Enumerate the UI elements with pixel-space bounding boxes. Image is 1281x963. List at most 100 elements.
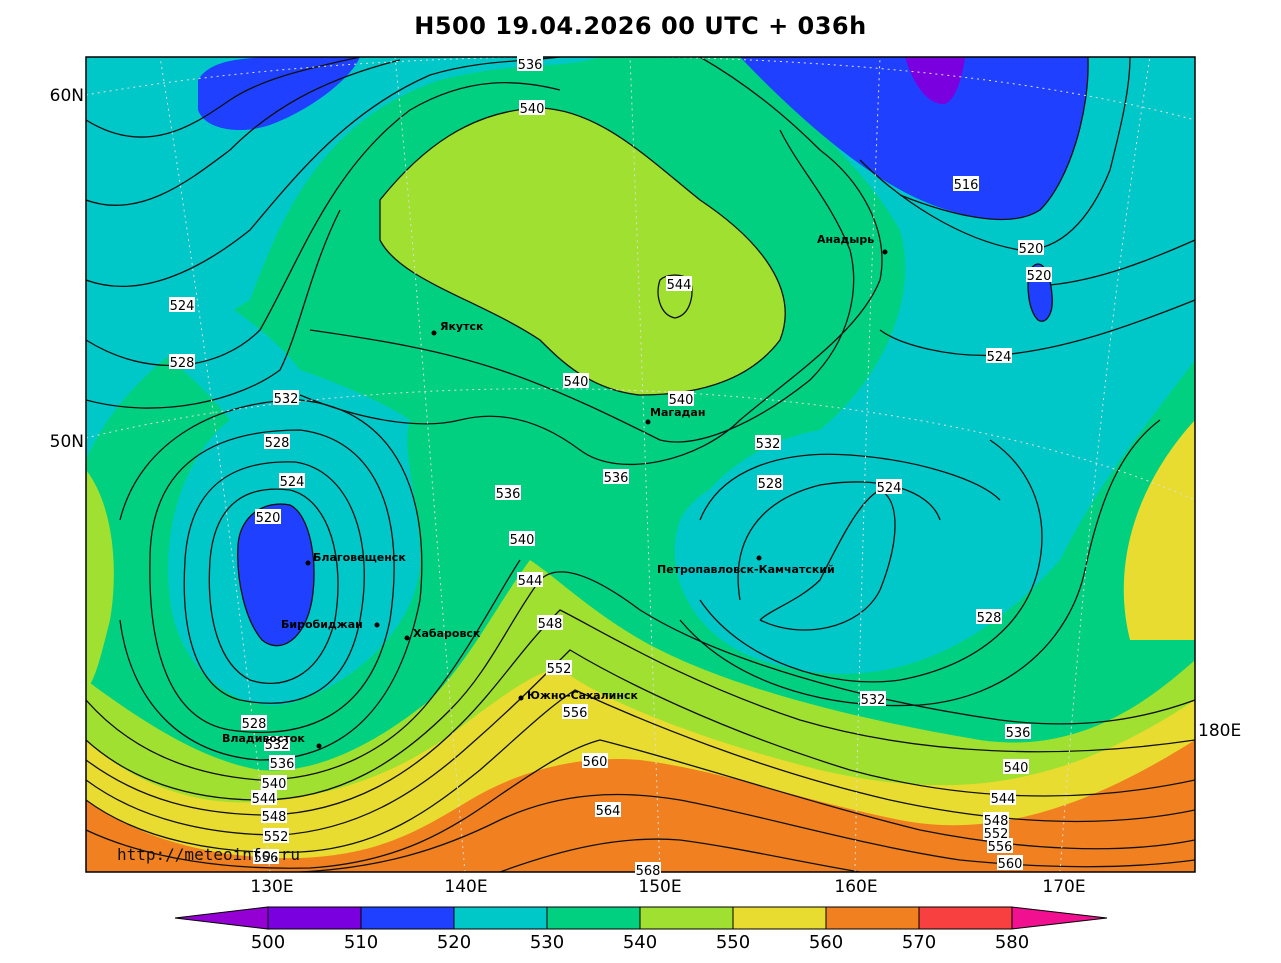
contour-label: 528: [241, 715, 267, 732]
city-markers: Якутск Магадан Анадырь Благовещенск Биро…: [222, 233, 888, 749]
svg-text:548: 548: [262, 810, 287, 825]
contour-label: 524: [986, 348, 1012, 365]
svg-text:524: 524: [987, 350, 1012, 365]
svg-text:564: 564: [596, 804, 621, 819]
city-dot-magadan: [645, 419, 651, 425]
contour-label: 524: [876, 479, 902, 496]
svg-text:524: 524: [170, 299, 195, 314]
svg-text:544: 544: [991, 792, 1016, 807]
colorbar-tick-label: 530: [530, 932, 564, 953]
city-label-vladivostok: Владивосток: [222, 732, 305, 745]
svg-text:560: 560: [583, 755, 608, 770]
contour-label: 544: [251, 790, 277, 807]
contour-label: 528: [757, 475, 783, 492]
svg-text:516: 516: [954, 178, 979, 193]
svg-text:536: 536: [604, 471, 629, 486]
city-label-yuzhno-sakhalinsk: Южно-Сахалинск: [527, 689, 638, 702]
colorbar-tick-label: 510: [344, 932, 378, 953]
svg-text:552: 552: [264, 830, 289, 845]
colorbar-arrow-low: [174, 906, 269, 930]
lon-label-150e: 150E: [638, 877, 681, 897]
city-label-blagoveshchensk: Благовещенск: [313, 551, 406, 564]
city-dot-khabarovsk: [404, 635, 410, 641]
svg-text:540: 540: [669, 393, 694, 408]
svg-text:532: 532: [265, 738, 290, 753]
city-label-birobidzhan: Биробиджан: [281, 618, 363, 631]
graticule: [86, 57, 1195, 872]
colorbar-tick-label: 580: [995, 932, 1029, 953]
city-dot-blagoveshchensk: [305, 560, 311, 566]
city-dot-petropavlovsk: [756, 555, 762, 561]
svg-text:560: 560: [998, 857, 1023, 872]
city-dot-yuzhno-sakhalinsk: [518, 695, 524, 701]
low-amur: [237, 504, 314, 646]
contour-label: 520: [1026, 267, 1052, 284]
colorbar-tick-label: 540: [623, 932, 657, 953]
contour-label: 540: [563, 373, 589, 390]
lat-label-50n: 50N: [50, 432, 84, 452]
contour-label: 540: [668, 391, 694, 408]
svg-text:536: 536: [1006, 726, 1031, 741]
svg-text:528: 528: [265, 436, 290, 451]
city-dot-birobidzhan: [374, 622, 380, 628]
svg-text:532: 532: [861, 693, 886, 708]
contour-label: 552: [263, 828, 289, 845]
low-north: [198, 57, 360, 130]
contour-label: 532: [264, 736, 290, 753]
svg-text:540: 540: [1004, 761, 1029, 776]
colorbar-segment: [453, 906, 548, 930]
svg-text:520: 520: [1027, 269, 1052, 284]
high-550: [380, 108, 786, 395]
contour-label: 516: [953, 176, 979, 193]
contour-label: 536: [517, 56, 543, 73]
svg-text:528: 528: [758, 477, 783, 492]
svg-text:536: 536: [270, 757, 295, 772]
lon-label-140e: 140E: [444, 877, 487, 897]
contour-label: 564: [595, 802, 621, 819]
contour-label: 568: [635, 862, 661, 879]
svg-text:536: 536: [518, 58, 543, 73]
svg-text:520: 520: [256, 511, 281, 526]
contour-label: 560: [997, 855, 1023, 872]
svg-text:544: 544: [667, 278, 692, 293]
contour-label: 536: [495, 485, 521, 502]
colorbar-tick-label: 500: [251, 932, 285, 953]
svg-text:532: 532: [756, 437, 781, 452]
city-dot-anadyr: [882, 249, 888, 255]
city-label-yakutsk: Якутск: [440, 320, 484, 333]
contour-label: 560: [582, 753, 608, 770]
city-label-anadyr: Анадырь: [817, 233, 874, 246]
svg-text:536: 536: [496, 487, 521, 502]
colorbar-segment: [825, 906, 920, 930]
svg-text:540: 540: [262, 777, 287, 792]
svg-text:528: 528: [170, 356, 195, 371]
watermark: http://meteoinfo.ru: [117, 845, 300, 864]
city-label-petropavlovsk: Петропавловск-Камчатский: [657, 563, 835, 576]
contour-label: 520: [1018, 240, 1044, 257]
contour-label: 532: [860, 691, 886, 708]
contour-label: 544: [517, 572, 543, 589]
colorbar-segment: [732, 906, 827, 930]
contour-label: 540: [519, 100, 545, 117]
svg-text:528: 528: [242, 717, 267, 732]
contour-label: 524: [279, 473, 305, 490]
contour-label: 540: [1003, 759, 1029, 776]
colorbar: 500 510 520 530 540 550 560 570 580: [174, 906, 1108, 953]
lon-label-180e: 180E: [1198, 721, 1241, 741]
svg-text:552: 552: [547, 662, 572, 677]
lat-label-60n: 60N: [50, 86, 84, 106]
svg-text:540: 540: [564, 375, 589, 390]
contour-label: 520: [255, 509, 281, 526]
svg-text:540: 540: [510, 533, 535, 548]
svg-text:556: 556: [254, 851, 279, 866]
colorbar-segment: [360, 906, 455, 930]
city-label-magadan: Магадан: [650, 406, 705, 419]
lon-label-130e: 130E: [250, 877, 293, 897]
colorbar-segment: [639, 906, 734, 930]
city-dot-yakutsk: [431, 330, 437, 336]
contour-label: 548: [537, 615, 563, 632]
colorbar-tick-label: 570: [902, 932, 936, 953]
colorbar-arrow-high: [1011, 906, 1108, 930]
contour-label: 556: [562, 704, 588, 721]
city-dot-vladivostok: [316, 743, 322, 749]
